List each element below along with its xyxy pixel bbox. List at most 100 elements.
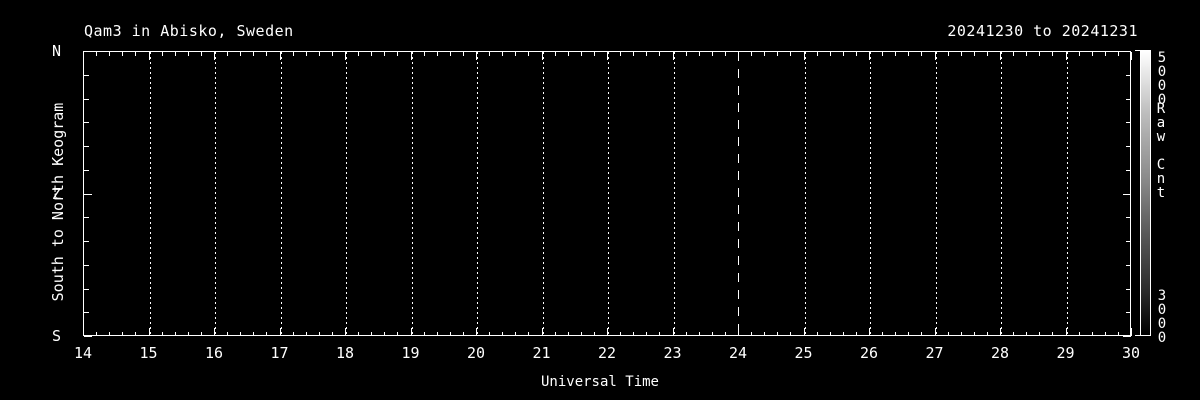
gridline-vertical	[608, 52, 609, 335]
x-tick-minor	[122, 332, 124, 336]
x-tick-minor	[960, 52, 962, 56]
x-tick-minor	[515, 52, 517, 56]
x-tick-major	[1065, 328, 1067, 336]
y-tick-minor	[84, 289, 89, 290]
x-tick-minor	[371, 52, 373, 56]
gridline-vertical	[215, 52, 216, 335]
x-tick-major	[803, 52, 805, 60]
x-tick-label: 16	[204, 344, 224, 362]
gridline-vertical	[280, 52, 282, 335]
gridline-vertical	[477, 52, 478, 335]
x-tick-minor	[751, 52, 753, 56]
x-tick-minor	[174, 52, 176, 56]
x-tick-minor	[502, 332, 504, 336]
x-tick-minor	[764, 332, 766, 336]
x-tick-minor	[436, 332, 438, 336]
gridline-vertical	[870, 52, 871, 335]
x-tick-minor	[200, 52, 202, 56]
x-tick-major	[83, 328, 84, 336]
x-tick-major	[148, 328, 150, 336]
keogram-plot-area	[83, 51, 1131, 336]
x-tick-minor	[318, 52, 320, 56]
x-tick-minor	[1104, 52, 1106, 56]
y-tick-minor	[1126, 217, 1131, 218]
x-tick-minor	[161, 52, 163, 56]
x-tick-minor	[646, 332, 648, 336]
x-tick-major	[214, 328, 215, 336]
x-tick-minor	[593, 332, 595, 336]
x-tick-minor	[1013, 332, 1015, 336]
x-tick-minor	[109, 332, 111, 336]
x-tick-label: 22	[597, 344, 617, 362]
plot-title: Qam3 in Abisko, Sweden	[84, 22, 294, 40]
y-tick-label: N	[52, 42, 62, 60]
colorbar	[1135, 50, 1152, 336]
x-tick-minor	[515, 332, 517, 336]
x-tick-minor	[528, 332, 530, 336]
x-tick-minor	[764, 52, 766, 56]
x-tick-minor	[724, 52, 726, 56]
y-tick-minor	[1126, 99, 1131, 100]
x-tick-minor	[685, 52, 687, 56]
colorbar-title: Raw Cnt	[1153, 101, 1169, 199]
x-tick-minor	[816, 332, 818, 336]
x-tick-minor	[462, 52, 464, 56]
x-tick-minor	[1039, 332, 1041, 336]
x-tick-major	[607, 328, 608, 336]
x-tick-minor	[305, 332, 307, 336]
y-tick-label: Z	[52, 185, 62, 203]
x-tick-minor	[829, 52, 831, 56]
x-tick-major	[672, 328, 674, 336]
gridline-vertical	[935, 52, 937, 335]
x-tick-minor	[1117, 52, 1119, 56]
x-tick-minor	[711, 332, 713, 336]
x-tick-minor	[331, 52, 333, 56]
x-tick-minor	[960, 332, 962, 336]
x-tick-major	[1131, 328, 1132, 336]
x-tick-label: 20	[466, 344, 486, 362]
gridline-vertical	[804, 52, 806, 335]
x-tick-minor	[790, 332, 792, 336]
x-tick-major	[869, 52, 870, 60]
x-tick-minor	[266, 332, 268, 336]
x-tick-minor	[659, 332, 661, 336]
x-tick-minor	[567, 332, 569, 336]
x-tick-label: 17	[270, 344, 289, 362]
y-tick-minor	[1126, 170, 1131, 171]
x-tick-minor	[973, 52, 975, 56]
colorbar-min-label: 3000	[1154, 288, 1170, 344]
x-tick-minor	[908, 52, 910, 56]
keogram-image	[84, 52, 1130, 335]
x-tick-minor	[698, 332, 700, 336]
x-tick-minor	[685, 332, 687, 336]
y-tick-minor	[1126, 312, 1131, 313]
y-tick-minor	[1126, 122, 1131, 123]
x-tick-label: 30	[1121, 344, 1141, 362]
x-tick-label: 18	[335, 344, 355, 362]
x-tick-minor	[489, 52, 491, 56]
y-tick-major	[1123, 336, 1131, 337]
x-tick-minor	[1091, 52, 1093, 56]
y-tick-minor	[84, 99, 89, 100]
x-tick-label: 28	[990, 344, 1010, 362]
x-tick-minor	[423, 332, 425, 336]
y-tick-minor	[84, 75, 89, 76]
y-tick-minor	[1126, 241, 1131, 242]
x-tick-minor	[384, 332, 386, 336]
y-tick-major	[1123, 194, 1131, 195]
x-tick-minor	[292, 332, 294, 336]
x-tick-minor	[777, 52, 779, 56]
x-tick-minor	[1078, 332, 1080, 336]
y-tick-minor	[1126, 75, 1131, 76]
x-tick-minor	[1039, 52, 1041, 56]
x-tick-minor	[777, 332, 779, 336]
x-tick-minor	[397, 332, 399, 336]
x-tick-minor	[397, 52, 399, 56]
x-tick-major	[869, 328, 870, 336]
x-tick-minor	[751, 332, 753, 336]
x-tick-minor	[580, 332, 582, 336]
x-tick-minor	[908, 332, 910, 336]
x-tick-major	[1131, 52, 1132, 60]
y-tick-minor	[84, 265, 89, 266]
